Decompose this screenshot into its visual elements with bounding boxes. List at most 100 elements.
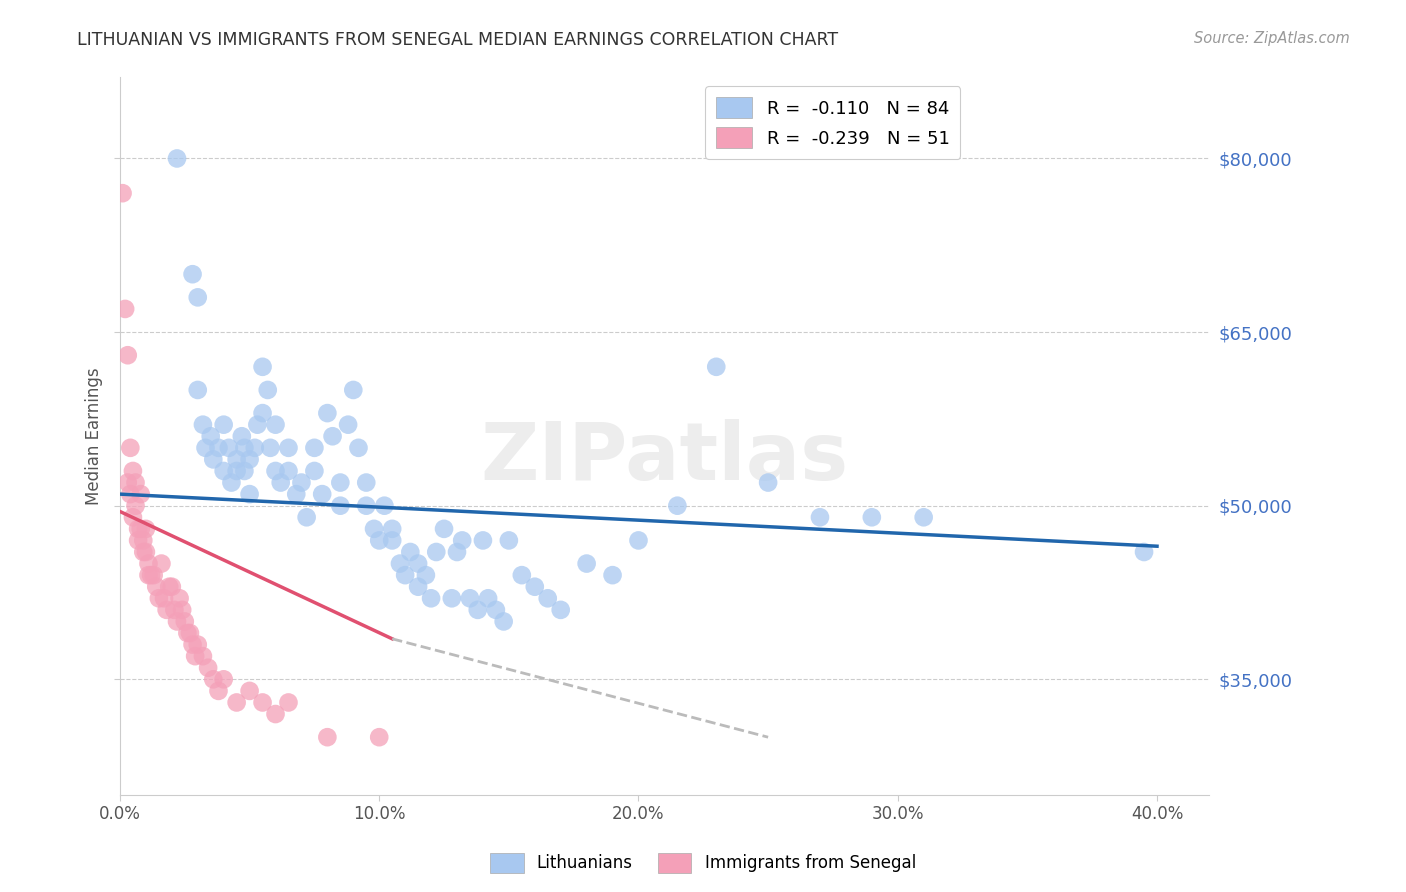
Legend: R =  -0.110   N = 84, R =  -0.239   N = 51: R = -0.110 N = 84, R = -0.239 N = 51 xyxy=(706,87,960,159)
Point xyxy=(166,152,188,166)
Point xyxy=(277,441,299,455)
Point xyxy=(252,359,274,374)
Point xyxy=(225,452,247,467)
Point xyxy=(200,429,222,443)
Point xyxy=(114,301,136,316)
Point xyxy=(120,487,142,501)
Point xyxy=(523,580,546,594)
Point xyxy=(264,706,287,721)
Point xyxy=(191,417,214,432)
Point xyxy=(172,603,194,617)
Point xyxy=(627,533,650,548)
Point xyxy=(207,441,229,455)
Point xyxy=(163,603,186,617)
Point xyxy=(181,267,204,281)
Point xyxy=(191,649,214,664)
Point xyxy=(399,545,422,559)
Point xyxy=(550,603,572,617)
Point xyxy=(212,673,235,687)
Point xyxy=(860,510,883,524)
Point xyxy=(202,673,225,687)
Point xyxy=(451,533,474,548)
Point xyxy=(602,568,624,582)
Point xyxy=(127,533,149,548)
Point xyxy=(311,487,333,501)
Point xyxy=(156,603,179,617)
Point xyxy=(233,441,256,455)
Point xyxy=(138,557,160,571)
Point xyxy=(381,522,404,536)
Point xyxy=(176,626,198,640)
Text: LITHUANIAN VS IMMIGRANTS FROM SENEGAL MEDIAN EARNINGS CORRELATION CHART: LITHUANIAN VS IMMIGRANTS FROM SENEGAL ME… xyxy=(77,31,838,49)
Point xyxy=(145,580,167,594)
Point xyxy=(406,580,429,594)
Point xyxy=(132,545,155,559)
Point xyxy=(117,348,139,362)
Point xyxy=(225,696,247,710)
Point xyxy=(239,684,262,698)
Point xyxy=(166,615,188,629)
Point xyxy=(252,406,274,420)
Point xyxy=(169,591,191,606)
Point xyxy=(342,383,364,397)
Point xyxy=(304,464,326,478)
Point xyxy=(394,568,416,582)
Point xyxy=(498,533,520,548)
Point xyxy=(160,580,183,594)
Point xyxy=(187,638,209,652)
Point xyxy=(212,417,235,432)
Point xyxy=(356,499,378,513)
Point xyxy=(277,464,299,478)
Point xyxy=(212,464,235,478)
Point xyxy=(129,522,152,536)
Point xyxy=(295,510,318,524)
Point xyxy=(142,568,165,582)
Point xyxy=(446,545,468,559)
Point xyxy=(277,696,299,710)
Point xyxy=(347,441,370,455)
Point xyxy=(329,475,352,490)
Point xyxy=(356,475,378,490)
Point xyxy=(122,464,145,478)
Text: ZIPatlas: ZIPatlas xyxy=(481,418,849,497)
Point xyxy=(252,696,274,710)
Point xyxy=(537,591,560,606)
Point xyxy=(197,661,219,675)
Point xyxy=(285,487,308,501)
Point xyxy=(912,510,935,524)
Point xyxy=(368,533,391,548)
Point xyxy=(148,591,170,606)
Y-axis label: Median Earnings: Median Earnings xyxy=(86,368,103,505)
Point xyxy=(316,730,339,744)
Point xyxy=(440,591,463,606)
Point xyxy=(179,626,201,640)
Point xyxy=(194,441,217,455)
Point xyxy=(187,383,209,397)
Point xyxy=(132,533,155,548)
Point xyxy=(264,417,287,432)
Point xyxy=(304,441,326,455)
Point xyxy=(239,487,262,501)
Point xyxy=(124,499,146,513)
Point xyxy=(246,417,269,432)
Point xyxy=(415,568,437,582)
Point xyxy=(221,475,243,490)
Point xyxy=(231,429,253,443)
Point xyxy=(218,441,240,455)
Point xyxy=(1133,545,1156,559)
Point xyxy=(187,290,209,304)
Point xyxy=(207,684,229,698)
Point xyxy=(329,499,352,513)
Point xyxy=(184,649,207,664)
Point xyxy=(666,499,689,513)
Point xyxy=(111,186,134,201)
Point xyxy=(122,510,145,524)
Point xyxy=(363,522,385,536)
Point xyxy=(117,475,139,490)
Point xyxy=(173,615,195,629)
Point xyxy=(135,545,157,559)
Point xyxy=(373,499,395,513)
Point xyxy=(233,464,256,478)
Point xyxy=(704,359,727,374)
Point xyxy=(120,441,142,455)
